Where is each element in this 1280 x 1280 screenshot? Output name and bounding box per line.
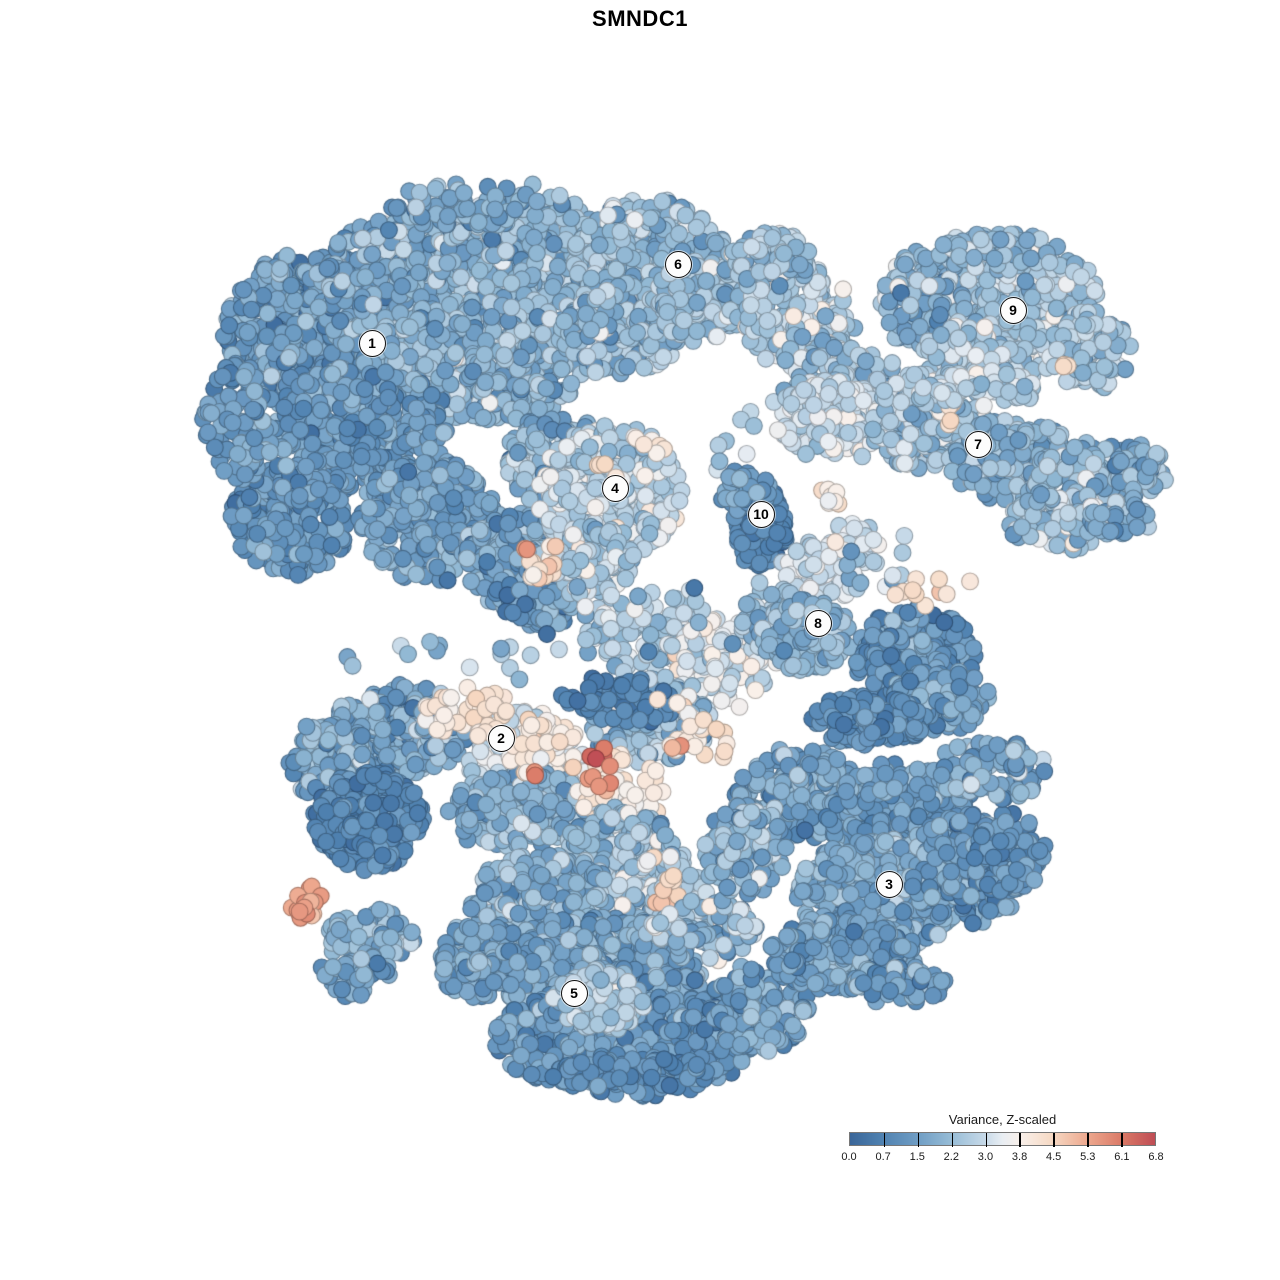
- legend-tick-mark: [951, 1133, 954, 1147]
- cluster-label-7: 7: [964, 430, 992, 458]
- legend-tick-label: 5.3: [1080, 1151, 1096, 1163]
- cluster-label-4: 4: [601, 474, 629, 502]
- legend-tick-label: 1.5: [909, 1151, 925, 1163]
- cluster-label-9: 9: [999, 296, 1027, 324]
- legend: Variance, Z-scaled 0.0 0.7 1.5 2.2 3.0 3.8 4.5…: [841, 1112, 1163, 1172]
- cluster-label-2: 2: [487, 724, 515, 752]
- legend-tick-label: 0.0: [841, 1151, 857, 1163]
- cluster-label-3: 3: [875, 870, 903, 898]
- legend-tick-label: 2.2: [943, 1151, 959, 1163]
- chart-title: SMNDC1: [592, 6, 688, 31]
- legend-tick-label: 6.1: [1114, 1151, 1130, 1163]
- legend-colorbar: [849, 1132, 1156, 1147]
- legend-tick-mark: [1087, 1133, 1089, 1147]
- legend-tick-label: 4.5: [1046, 1151, 1062, 1163]
- legend-tick-mark: [883, 1133, 886, 1147]
- cluster-label-6: 6: [664, 250, 692, 278]
- legend-tick-label: 3.8: [1011, 1151, 1028, 1163]
- cluster-label-1: 1: [358, 329, 386, 357]
- cluster-label-8: 8: [804, 609, 832, 637]
- legend-tick-label: 0.7: [875, 1151, 891, 1163]
- legend-tick-mark: [1019, 1133, 1021, 1147]
- legend-tick-mark: [985, 1133, 988, 1147]
- legend-tick-label: 3.0: [977, 1151, 994, 1163]
- cluster-label-5: 5: [560, 979, 588, 1007]
- legend-tick-mark: [1121, 1133, 1123, 1147]
- legend-tick-label: 6.8: [1148, 1151, 1164, 1163]
- legend-tick-mark: [917, 1133, 920, 1147]
- legend-title: Variance, Z-scaled: [948, 1112, 1057, 1127]
- legend-tick-mark: [1053, 1133, 1055, 1147]
- cluster-label-10: 10: [747, 500, 775, 528]
